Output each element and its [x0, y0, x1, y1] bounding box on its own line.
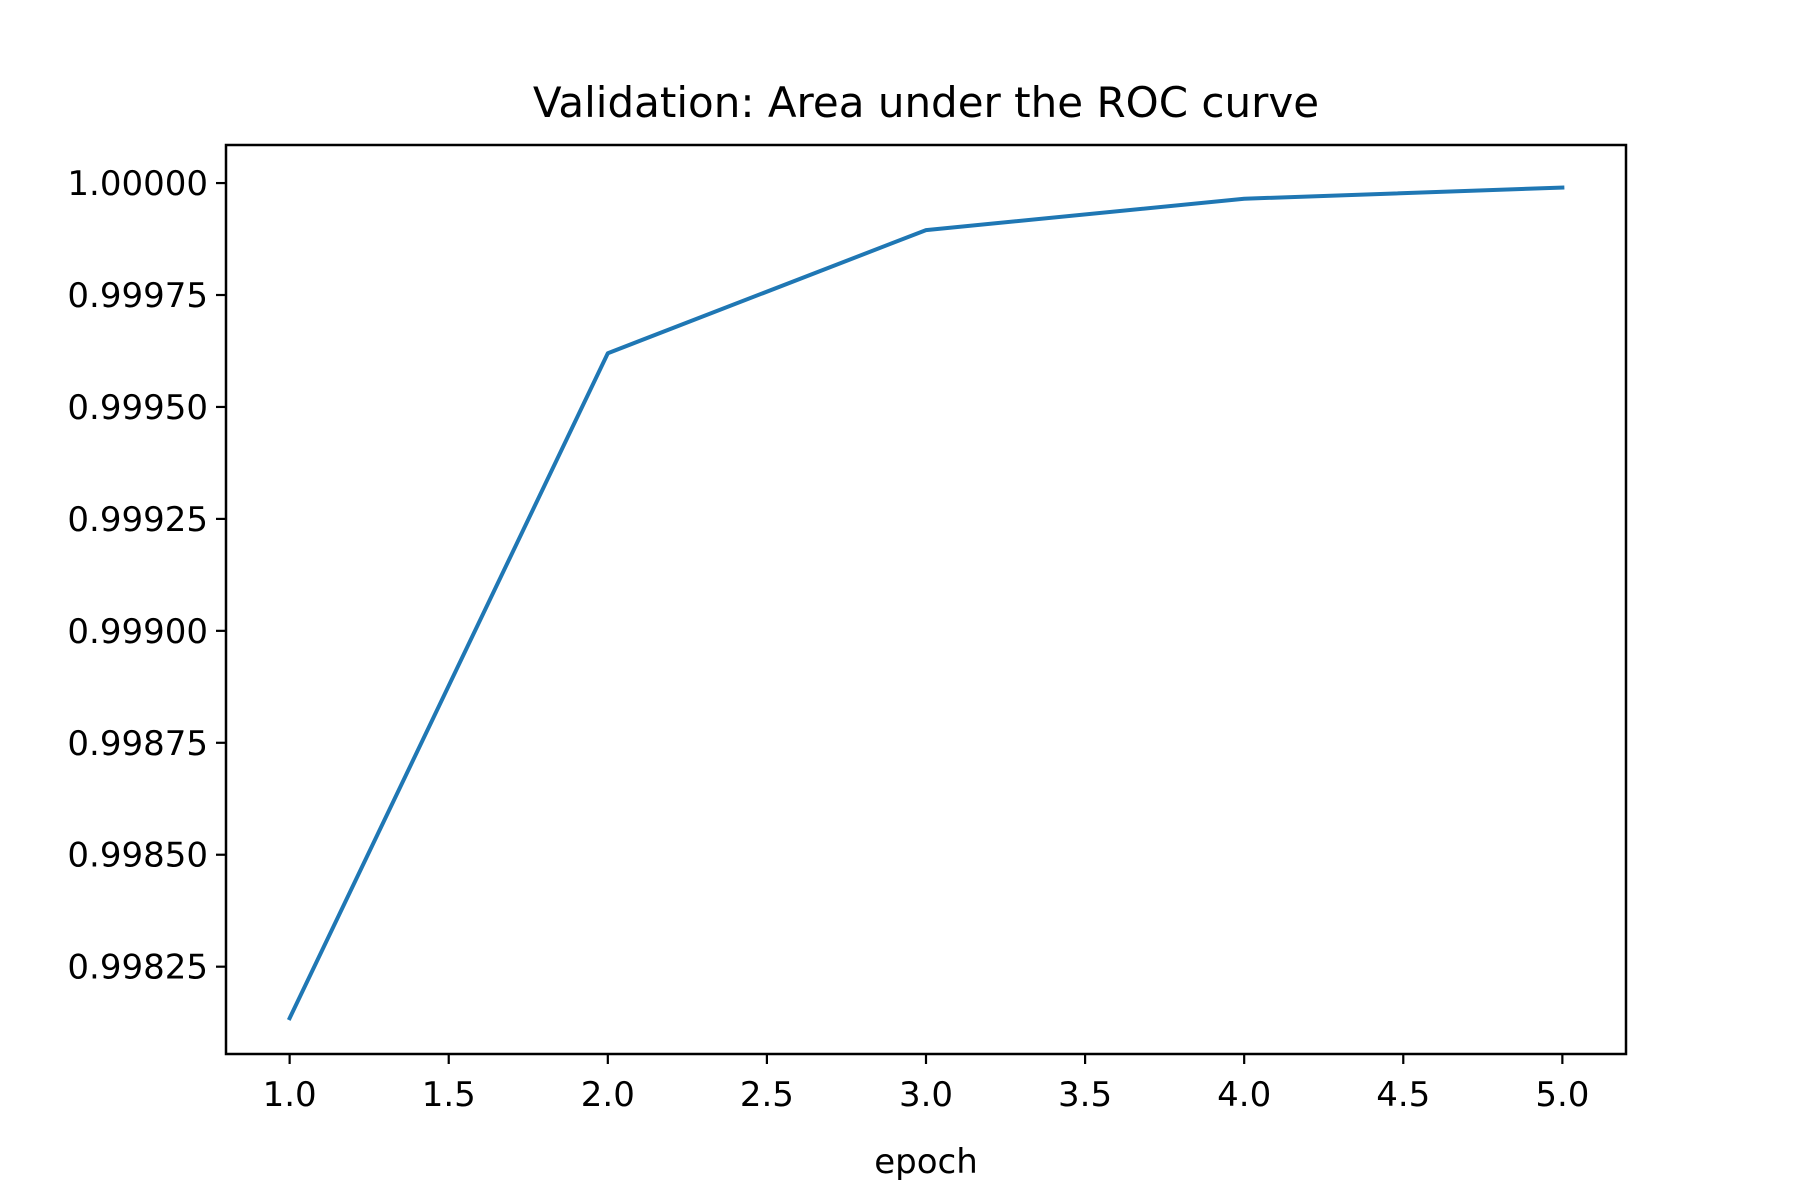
y-axis: 0.99825 0.99850 0.99875 0.99900 0.99925 0.999… — [67, 164, 226, 988]
y-tick-label: 0.99850 — [67, 836, 208, 876]
x-tick-label: 4.0 — [1217, 1075, 1271, 1115]
x-tick-label: 3.0 — [899, 1075, 953, 1115]
x-tick-label: 3.5 — [1058, 1075, 1112, 1115]
series-line-0 — [286, 185, 1565, 1021]
y-tick-label: 0.99950 — [67, 388, 208, 428]
x-axis: 1.0 1.5 2.0 2.5 3.0 3.5 4.0 4.5 5.0 — [263, 1054, 1589, 1115]
x-tick-label: 4.5 — [1376, 1075, 1430, 1115]
y-tick-label: 1.00000 — [67, 164, 208, 204]
y-tick-label: 0.99900 — [67, 612, 208, 652]
x-tick-label: 2.0 — [581, 1075, 635, 1115]
y-tick-label: 0.99925 — [67, 500, 208, 540]
x-tick-label: 2.5 — [740, 1075, 794, 1115]
chart-title: Validation: Area under the ROC curve — [533, 78, 1319, 127]
x-tick-label: 5.0 — [1535, 1075, 1589, 1115]
series-layer — [286, 185, 1565, 1021]
y-tick-label: 0.99875 — [67, 724, 208, 764]
x-tick-label: 1.0 — [263, 1075, 317, 1115]
x-tick-label: 1.5 — [422, 1075, 476, 1115]
x-axis-label: epoch — [874, 1142, 978, 1182]
plot-frame — [224, 143, 1628, 1056]
y-tick-label: 0.99975 — [67, 276, 208, 316]
y-tick-label: 0.99825 — [67, 948, 208, 988]
